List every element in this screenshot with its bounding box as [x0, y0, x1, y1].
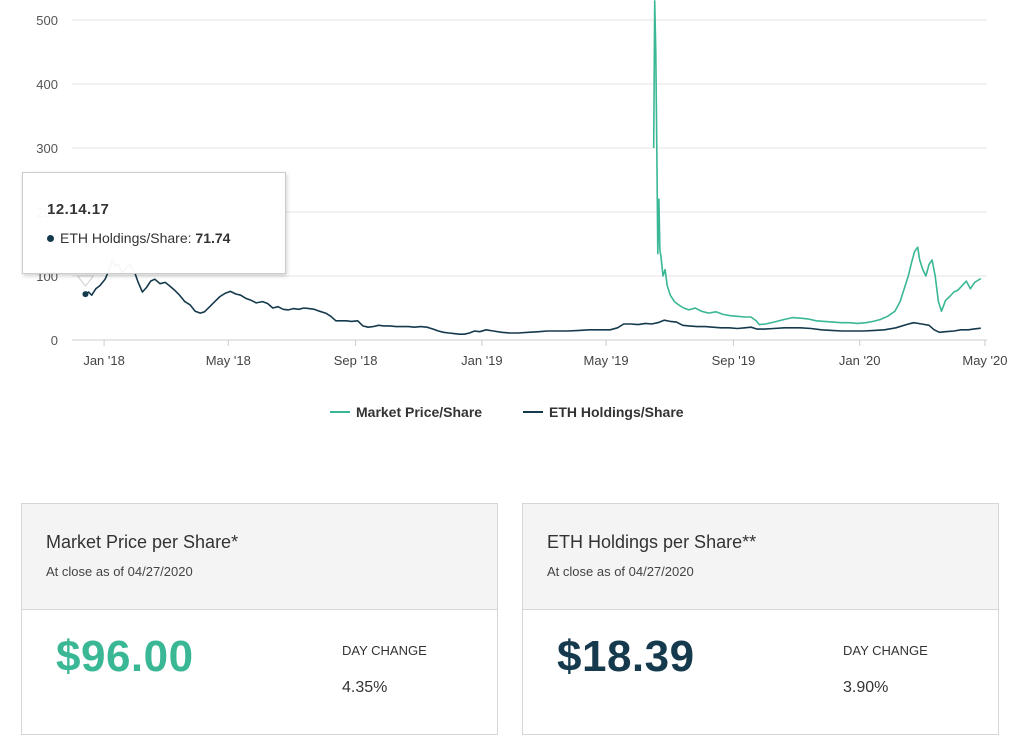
legend-label: Market Price/Share [356, 404, 483, 420]
y-tick-label: 400 [36, 77, 58, 92]
card-title: ETH Holdings per Share** [547, 532, 757, 552]
chart-tooltip: 12.14.17 ETH Holdings/Share: 71.74 [22, 172, 286, 274]
y-tick-label: 300 [36, 141, 58, 156]
card-header: Market Price per Share* At close as of 0… [22, 504, 497, 610]
day-change-label: DAY CHANGE [342, 643, 427, 658]
x-tick-label: Jan '18 [83, 353, 125, 368]
eth-holdings-card: ETH Holdings per Share** At close as of … [522, 503, 999, 735]
market-price-value: $96.00 [56, 632, 194, 681]
card-title: Market Price per Share* [46, 532, 239, 552]
y-axis: 0100200300400500 [36, 13, 58, 348]
legend-label: ETH Holdings/Share [549, 404, 684, 420]
x-axis: Jan '18 May '18 Sep '18 Jan '19 May '19 Sep '… [83, 340, 1007, 368]
x-tick-label: Jan '19 [461, 353, 503, 368]
x-tick-label: Sep '18 [334, 353, 378, 368]
day-change-label: DAY CHANGE [843, 643, 928, 658]
y-tick-label: 0 [51, 333, 58, 348]
legend-item-market-price[interactable]: Market Price/Share [330, 404, 482, 420]
series-line-market-price [652, 0, 982, 326]
tooltip-pointer [76, 275, 95, 287]
y-tick-label: 500 [36, 13, 58, 28]
tooltip-row: ETH Holdings/Share: 71.74 [47, 230, 230, 246]
card-subtitle: At close as of 04/27/2020 [46, 564, 193, 579]
chart-legend: Market Price/Share ETH Holdings/Share [0, 404, 1024, 424]
x-tick-label: Jan '20 [839, 353, 881, 368]
day-change-value: 4.35% [342, 679, 388, 696]
card-subtitle: At close as of 04/27/2020 [547, 564, 694, 579]
tooltip-date: 12.14.17 [47, 201, 110, 218]
plot-area [85, 0, 982, 335]
tooltip-value: 71.74 [195, 230, 231, 246]
legend-swatch-eth-holdings [523, 411, 543, 413]
eth-holdings-value: $18.39 [557, 632, 695, 681]
x-tick-label: May '19 [584, 353, 629, 368]
x-tick-label: Sep '19 [712, 353, 756, 368]
legend-swatch-market-price [330, 411, 350, 413]
day-change-value: 3.90% [843, 679, 889, 696]
hover-point [82, 291, 89, 298]
x-tick-label: May '20 [962, 353, 1007, 368]
card-header: ETH Holdings per Share** At close as of … [523, 504, 998, 610]
hover-markers [76, 275, 95, 298]
market-price-card: Market Price per Share* At close as of 0… [21, 503, 498, 735]
tooltip-label: ETH Holdings/Share: [60, 230, 192, 246]
series-line-eth-holdings [85, 259, 981, 335]
legend-item-eth-holdings[interactable]: ETH Holdings/Share [523, 404, 684, 420]
tooltip-dot-icon [47, 235, 54, 242]
x-tick-label: May '18 [206, 353, 251, 368]
